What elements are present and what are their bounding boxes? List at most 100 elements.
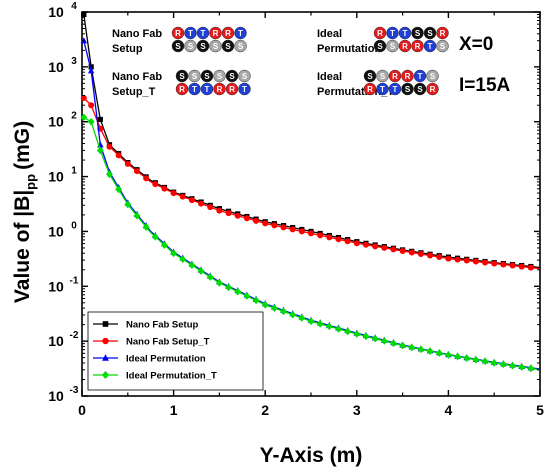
data-point (170, 249, 178, 258)
conductor-ball (423, 39, 437, 53)
conductor-ball-letter: S (415, 29, 421, 38)
data-point (133, 211, 141, 220)
data-point (133, 168, 140, 175)
data-point (372, 243, 379, 250)
conductor-ball (363, 69, 377, 83)
x-tick-label: 3 (353, 402, 361, 418)
conductor-ball-letter: S (380, 72, 386, 81)
conductor-ball-letter: R (225, 29, 231, 38)
data-point (179, 255, 187, 264)
conductor-ball (213, 69, 226, 83)
conductor-ball (426, 69, 439, 83)
condition-x-label: X=0 (459, 34, 493, 55)
conductor-ball (376, 69, 389, 83)
conductor-ball (209, 26, 222, 40)
conductor-ball (184, 39, 197, 53)
legend-entry: Nano Fab Setup (93, 320, 199, 331)
setup-label: Permutation (317, 43, 381, 55)
data-point (427, 252, 434, 259)
data-point (188, 197, 195, 204)
data-point (270, 304, 278, 312)
data-point (362, 241, 369, 248)
data-point (234, 212, 241, 219)
y-tick-label: 10 (48, 333, 64, 349)
legend-marker (102, 337, 109, 345)
data-point (500, 261, 507, 268)
y-tick-exponent: 3 (71, 56, 77, 67)
data-point (482, 259, 489, 266)
conductor-ball (213, 82, 226, 96)
conductor-ball (225, 69, 239, 83)
data-point (289, 226, 296, 233)
data-point (417, 251, 424, 258)
data-point (271, 222, 278, 229)
conductor-ball (386, 26, 399, 40)
data-point (188, 261, 196, 269)
conductor-ball-letter: T (418, 72, 423, 81)
data-point (80, 37, 88, 44)
conductor-ball (225, 82, 239, 96)
conductor-ball-letter: R (367, 85, 373, 94)
y-tick-label: 10 (48, 169, 64, 185)
data-point (326, 234, 333, 241)
data-point (380, 337, 388, 345)
conductor-ball (436, 39, 449, 53)
legend-entry: Nano Fab Setup_T (93, 337, 210, 348)
y-tick-exponent: 1 (71, 166, 77, 177)
conductor-ball-letter: T (188, 29, 193, 38)
data-point (106, 143, 113, 150)
data-point (454, 352, 461, 361)
y-tick-exponent: 2 (71, 111, 77, 122)
legend-label: Nano Fab Setup (126, 320, 199, 331)
conductor-ball-letter: R (415, 42, 421, 51)
data-point (509, 262, 516, 269)
data-point (344, 238, 351, 245)
conductor-ball-letter: S (213, 42, 219, 51)
setup-label: Ideal (317, 28, 342, 40)
series-nano-fab-setup-t (80, 95, 541, 271)
data-point (499, 360, 507, 369)
x-tick-label: 0 (78, 402, 86, 418)
legend: Nano Fab Setup Nano Fab Setup_T Ideal Perm… (87, 311, 264, 391)
conductor-ball-letter: S (427, 29, 433, 38)
conductor-ball-letter: T (242, 85, 247, 94)
conductor-ball (234, 26, 247, 40)
data-point (527, 364, 535, 373)
data-point (509, 361, 516, 370)
conductor-ball-letter: S (377, 42, 383, 51)
conductor-ball-letter: S (217, 72, 223, 81)
conductor-ball-letter: R (377, 29, 383, 38)
data-point (518, 363, 526, 371)
data-point (234, 287, 242, 296)
data-point (353, 240, 360, 247)
conductor-ball-letter: T (428, 42, 433, 51)
legend-entry: Ideal Permutation_T (93, 371, 217, 382)
conductor-ball (221, 39, 235, 53)
conductor-ball (238, 69, 251, 83)
data-point (445, 351, 452, 359)
data-point (80, 113, 88, 122)
data-point (253, 217, 260, 224)
y-tick-label: 10 (48, 223, 64, 239)
conductor-ball (175, 82, 189, 96)
conductor-ball-letter: S (200, 42, 206, 51)
data-point (435, 349, 443, 357)
data-point (316, 320, 324, 328)
x-tick-label: 5 (536, 402, 544, 418)
y-tick-exponent: -1 (70, 275, 79, 286)
conductor-ball (221, 26, 235, 40)
conductor-ball-letter: R (440, 29, 446, 38)
conductor-ball-letter: R (405, 72, 411, 81)
conductor-ball-letter: R (229, 85, 235, 94)
y-tick-exponent: 4 (71, 1, 77, 12)
conductor-ball-letter: S (188, 42, 194, 51)
data-point (197, 267, 205, 275)
data-point (151, 232, 159, 241)
conductor-ball (398, 39, 412, 53)
y-tick-label: 10 (48, 4, 64, 20)
